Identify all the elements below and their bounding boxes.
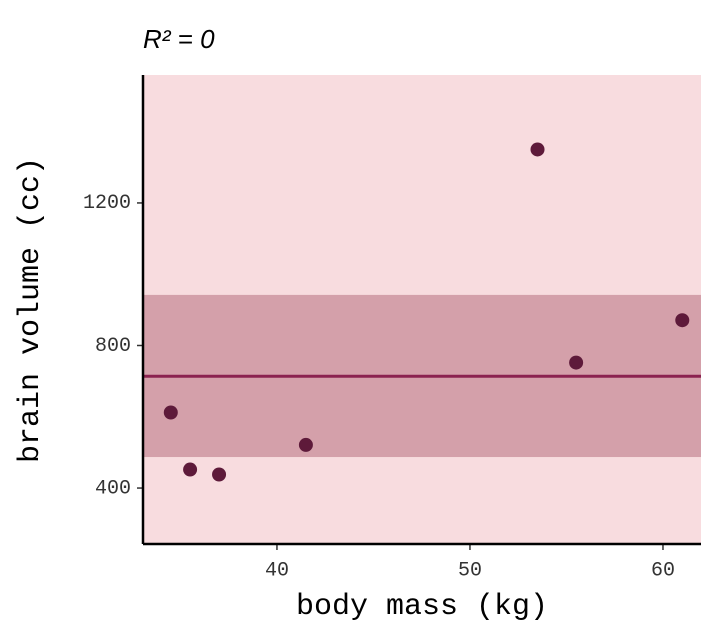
chart-title: R² = 0: [143, 24, 215, 54]
x-tick-label: 60: [651, 559, 675, 582]
x-tick-label: 40: [265, 559, 289, 582]
point: [163, 405, 178, 420]
point: [569, 355, 584, 370]
y-tick-label: 800: [95, 335, 131, 358]
point: [675, 313, 690, 328]
point: [530, 142, 545, 157]
y-axis-title: brain volume (cc): [14, 157, 48, 463]
point: [212, 467, 227, 482]
point: [183, 462, 198, 477]
x-axis-title: body mass (kg): [296, 590, 548, 624]
point: [298, 437, 313, 452]
y-tick-label: 1200: [83, 192, 131, 215]
x-tick-label: 50: [458, 559, 482, 582]
y-tick-label: 400: [95, 477, 131, 500]
